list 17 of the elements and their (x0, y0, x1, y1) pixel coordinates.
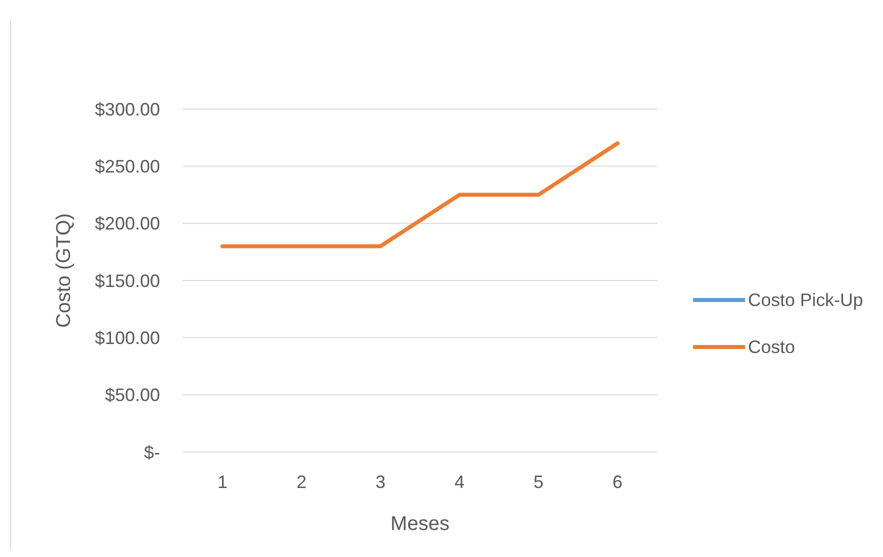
y-axis-title: Costo (GTQ) (53, 213, 75, 328)
y-tick-label: $150.00 (94, 270, 160, 291)
y-tick-label: $300.00 (94, 99, 160, 120)
legend-label: Costo Pick-Up (748, 290, 864, 310)
legend-label: Costo (748, 337, 796, 357)
x-tick-label: 2 (296, 472, 307, 492)
y-tick-label: $200.00 (94, 214, 160, 234)
y-tick-label: $- (144, 442, 160, 462)
x-tick-label: 5 (533, 472, 544, 492)
x-tick-label: 1 (217, 472, 228, 492)
y-tick-label: $100.00 (94, 328, 160, 348)
x-axis-title: Meses (390, 513, 450, 535)
y-tick-label: $50.00 (104, 385, 160, 406)
x-tick-label: 4 (454, 472, 465, 492)
x-tick-label: 3 (375, 472, 386, 492)
x-tick-label: 6 (612, 472, 623, 492)
y-tick-label: $250.00 (94, 156, 160, 176)
